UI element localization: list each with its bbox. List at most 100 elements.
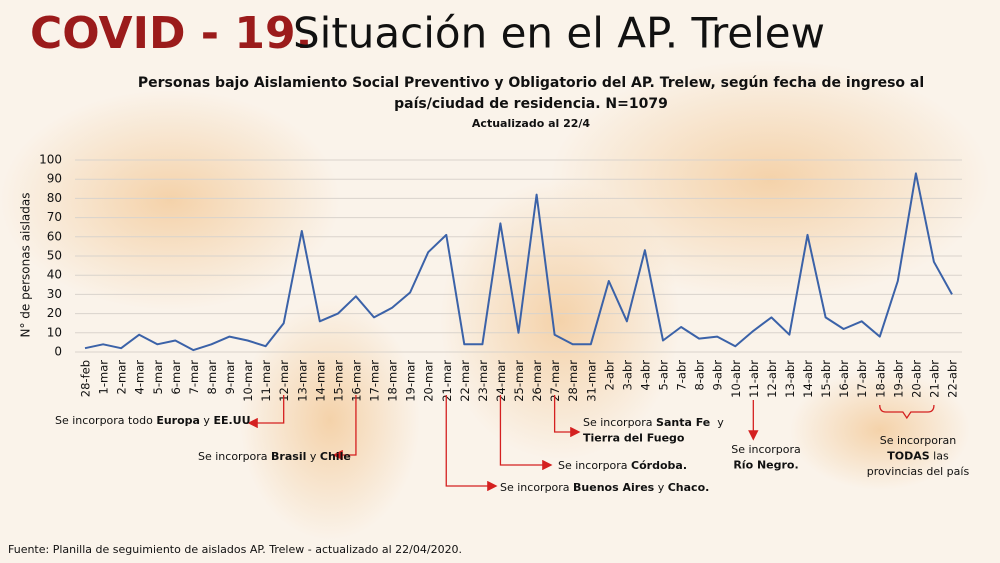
x-tick-label: 9-mar [223,360,237,395]
x-tick-label: 20-mar [422,360,436,402]
x-tick-label: 7-mar [187,360,201,395]
annotation: Tierra del Fuego [583,432,685,445]
x-tick-label: 22-mar [458,360,472,402]
x-tick-label: 5-mar [151,360,165,395]
x-tick-label: 3-abr [620,360,634,391]
annotation-arrow [499,395,553,471]
x-tick-label: 9-abr [711,360,725,391]
source: Fuente: Planilla de seguimiento de aisla… [8,543,462,556]
annotation-part: Chaco. [668,481,710,494]
x-tick-label: 14-mar [313,360,327,402]
x-tick-label: 5-abr [657,360,671,391]
annotation-arrow [445,395,498,492]
x-tick-label: 16-mar [349,360,363,402]
x-tick-label: 17-mar [368,360,382,402]
data-line [84,172,953,352]
annotation: Se incorpora Buenos Aires y Chaco. [500,481,709,494]
x-tick-label: 25-mar [512,360,526,402]
annotation-part: Se incorpora [583,416,656,429]
annotation-bracket [879,404,935,420]
y-tick-label: 60 [47,229,62,243]
annotation-part: las [930,450,949,463]
annotation-part: Se incorpora [558,459,631,472]
annotation-part: Río Negro. [733,459,798,472]
x-tick-label: 1-mar [97,360,111,395]
annotation-arrow [553,395,581,438]
x-tick-label: 4-abr [638,360,652,391]
annotation-part: provincias del país [867,465,970,478]
y-axis-label: N° de personas aisladas [19,192,33,337]
annotation-part: Se incorporan [880,434,957,447]
annotation-part: Se incorpora [198,450,271,463]
x-tick-label: 15-mar [331,360,345,402]
y-tick-label: 80 [47,191,62,205]
x-tick-label: 8-abr [693,360,707,391]
x-tick-label: 4-mar [133,360,147,395]
x-tick-label: 7-abr [675,360,689,391]
x-tick-label: 2-abr [602,360,616,391]
x-tick-label: 2-mar [115,360,129,395]
x-tick-label: 12-mar [277,360,291,402]
x-tick-label: 6-mar [169,360,183,395]
y-tick-label: 70 [47,210,62,224]
annotation-part: Europa [156,414,200,427]
annotation-part: y [654,481,668,494]
chart-title: Situación en el AP. Trelew [293,9,825,58]
updated-note: Actualizado al 22/4 [472,117,591,130]
x-tick-label: 15-abr [819,360,833,398]
x-tick-label: 19-abr [891,360,905,398]
x-tick-label: 23-mar [476,360,490,402]
x-tick-label: 20-abr [909,360,923,398]
x-tick-label: 13-abr [783,360,797,398]
annotation-arrow [247,395,285,429]
y-tick-label: 50 [47,249,62,263]
x-tick-label: 11-mar [259,360,273,402]
annotation-part: y [710,416,724,429]
annotation-arrow [332,395,357,461]
annotation: provincias del país [867,465,970,478]
x-tick-label: 22-abr [946,360,960,398]
annotation-part: Se incorpora todo [55,414,156,427]
x-tick-label: 10-mar [241,360,255,402]
annotation-part: Buenos Aires [573,481,655,494]
x-tick-label: 28-feb [79,360,93,397]
x-tick-label: 11-abr [747,360,761,398]
y-tick-label: 30 [47,287,62,301]
annotation: Río Negro. [733,459,798,472]
x-tick-label: 28-mar [566,360,580,402]
y-tick-label: 90 [47,172,62,186]
x-tick-label: 14-abr [801,360,815,398]
annotation: Se incorpora Brasil y Chile [198,450,351,463]
y-tick-label: 10 [47,325,62,339]
annotation-part: EE.UU [213,414,250,427]
y-tick-label: 40 [47,268,62,282]
annotation-part: Brasil [271,450,306,463]
annotation: Se incorpora [731,443,801,456]
x-tick-label: 19-mar [404,360,418,402]
x-tick-label: 8-mar [205,360,219,395]
annotation: Se incorporan [880,434,957,447]
x-tick-label: 21-abr [927,360,941,398]
annotation: Se incorpora Santa Fe y [583,416,724,429]
annotation: TODAS las [887,450,949,463]
y-tick-label: 100 [39,153,62,167]
x-tick-label: 12-abr [765,360,779,398]
annotation-part: y [306,450,320,463]
x-tick-label: 27-mar [548,360,562,402]
map-texture [0,60,990,540]
x-tick-label: 17-abr [855,360,869,398]
annotation: Se incorpora todo Europa y EE.UU [55,414,251,427]
annotation: Se incorpora Córdoba. [558,459,687,472]
x-tick-label: 18-abr [873,360,887,398]
subtitle: Personas bajo Aislamiento Social Prevent… [138,75,924,91]
x-tick-label: 13-mar [295,360,309,402]
annotation-part: TODAS [887,450,929,463]
annotation-part: Se incorpora [500,481,573,494]
annotation-part: Tierra del Fuego [583,432,685,445]
x-tick-label: 21-mar [440,360,454,402]
x-tick-label: 16-abr [837,360,851,398]
x-tick-label: 26-mar [530,360,544,402]
x-tick-label: 31-mar [584,360,598,402]
annotation-part: Santa Fe [656,416,710,429]
